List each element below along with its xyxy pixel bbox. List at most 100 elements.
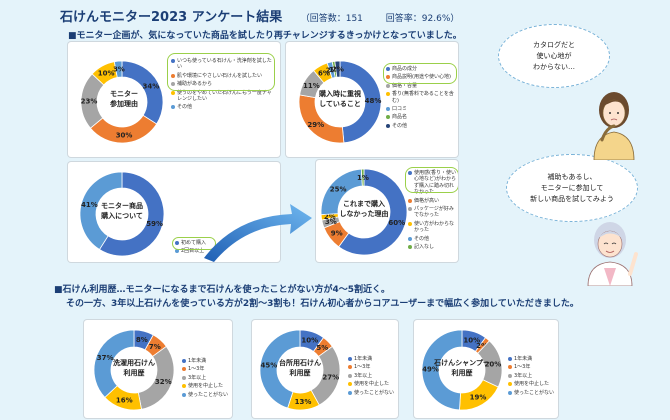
legend-swatch (182, 392, 186, 397)
legend-swatch (348, 373, 352, 378)
legend-swatch (182, 375, 186, 380)
slice-label: 6% (318, 70, 330, 78)
legend-item: 価格・容量 (386, 83, 456, 89)
legend-item: パッケージが好みでなかった (408, 206, 456, 219)
slice-label: 49% (422, 366, 439, 374)
legend-label: 3年以上 (188, 374, 207, 381)
legend-label: 商品名 (392, 114, 408, 121)
legend-item: 口コミ (386, 106, 456, 112)
legend-item: 使用を中止した (508, 381, 556, 387)
legend-swatch (386, 115, 390, 120)
slice-label: 2% (476, 342, 488, 350)
legend-swatch (171, 73, 175, 78)
legend-swatch (171, 90, 175, 95)
chart-not-purchased-reason: 60% 9% 3%2% 25% 1% これまで購入しなかった理由 (320, 168, 408, 256)
legend-item: 1～3年 (508, 364, 556, 370)
slice-label: 60% (388, 219, 405, 227)
legend-swatch (408, 245, 412, 250)
slice-label: 11% (303, 82, 320, 90)
pie-slice (93, 329, 135, 398)
chart-panel-participation-reason: 34% 30% 23% 10% 3% モニター参加理由 いつも使っている石けん・洗浄剤を試… (68, 42, 280, 157)
legend-item: 1年未満 (508, 356, 556, 362)
pie-slice (360, 168, 365, 187)
pointing-woman-illustration (587, 222, 638, 286)
chart-center-title: 石けんシャンプー利用歴 (433, 358, 490, 377)
legend-label: 商品の成分 (392, 66, 418, 72)
legend-label: 3年以上 (514, 372, 533, 379)
legend-label: 2回目以上 (181, 248, 205, 255)
pie-slice (334, 60, 341, 78)
response-count: （回答数：151 (300, 14, 363, 24)
slice-label: 34% (143, 83, 160, 91)
response-rate: 回答率：92.6%） (385, 14, 460, 24)
chart-panel-purchase-priority: 48% 29% 11% 6% 2% 1% 2% 購入時に重視していること 商品の成分 商品説明(… (286, 42, 458, 157)
speech-bubble-catalog: カタログだと 使い心地が わからない… (498, 24, 610, 88)
bubble-text: モニターに参加して (540, 183, 604, 192)
slice-label: 41% (81, 201, 98, 209)
legend-label: 肌や環境にやさしい石けんを試したい (177, 72, 263, 79)
slice-label: 13% (295, 398, 312, 406)
legend-label: 1～3年 (188, 366, 205, 373)
slice-label: 8% (136, 336, 148, 344)
highlight-ring (405, 167, 458, 193)
legend-swatch (182, 384, 186, 389)
slice-label: 37% (97, 354, 114, 362)
legend-label: 使うのをやめていた石けんにもう一度チャレンジしたい (177, 89, 272, 103)
chart-center-title: 台所用石けん利用歴 (279, 358, 321, 377)
chart-panel-not-purchased-reason: 60% 9% 3% 2% 25% 1% これまで購入しなかった理由 使用感(香り・使い心地な… (316, 160, 458, 262)
legend-item: 価格が高い (408, 198, 456, 204)
slice-label: 5% (316, 344, 328, 352)
legend-label: 3年以上 (354, 372, 373, 379)
chart-center-title: 購入時に重視していること (318, 89, 361, 108)
slice-label: 3% (325, 218, 337, 226)
chart-participation-reason: 34% 30% 23% 10%3% モニター参加理由 (80, 60, 164, 144)
chart-kitchen-soap: 10%5% 27% 13% 45% 台所用石けん利用歴 (259, 329, 341, 411)
legend-label: 使用を中止した (188, 383, 224, 390)
chart-purchase-priority: 48% 29% 11% 6%2%1%2% 購入時に重視していること (298, 60, 382, 144)
highlight-ring (172, 237, 216, 250)
legend-item: 肌や環境にやさしい石けんを試したい (171, 73, 275, 79)
slice-label: 19% (470, 394, 487, 402)
slice-label: 10% (463, 337, 480, 345)
bubble-text: 補助もあるし、 (547, 172, 597, 181)
legend-label: 1年未満 (354, 356, 373, 362)
legend-item: 記入なし (408, 244, 456, 250)
legend-swatch (508, 365, 512, 370)
survey-meta: （回答数：151 回答率：92.6%） (301, 14, 480, 24)
arrow-icon (204, 204, 312, 262)
pie-slice (98, 171, 165, 257)
legend-swatch (182, 367, 186, 372)
pie-slice (339, 60, 382, 144)
slice-label: 23% (81, 97, 98, 105)
legend-label: 商品説明(用途や使い心地) (392, 74, 451, 81)
slice-label: 9% (331, 230, 343, 238)
slice-label: 7% (149, 343, 161, 351)
legend-item: 1年未満 (182, 358, 230, 364)
legend-swatch (386, 83, 390, 88)
legend-label: いつも使っている石けん・洗浄剤を試したい (177, 58, 272, 71)
slice-label: 32% (155, 378, 172, 386)
legend-item: 香り(無香料であることを含む) (386, 91, 456, 104)
legend-swatch (408, 236, 412, 241)
legend-swatch (348, 357, 352, 361)
legend-label: 1年未満 (188, 358, 207, 364)
legend-swatch (386, 107, 390, 112)
legend-laundry-soap: 1年未満 1～3年 3年以上 使用を中止した 使ったことがない (182, 358, 230, 400)
legend-label: 1年未満 (514, 356, 533, 362)
section2-line1: ■石けん利用歴…モニターになるまで石けんを使ったことがない方が4～5割近く。 (54, 285, 391, 295)
legend-swatch (348, 382, 352, 387)
slice-label: 25% (330, 186, 347, 194)
chart-center-title: モニター参加理由 (110, 89, 138, 108)
legend-item: 使用を中止した (348, 381, 396, 387)
legend-item: 使うのをやめていた石けんにもう一度チャレンジしたい (171, 90, 275, 103)
legend-item: 1～3年 (182, 366, 230, 372)
legend-label: 使用を中止した (514, 381, 550, 388)
legend-label: 補助があるから (177, 81, 213, 88)
legend-label: 口コミ (392, 106, 408, 113)
legend-soap-shampoo: 1年未満 1～3年 3年以上 使用を中止した 使ったことがない (508, 356, 556, 398)
slice-label: 16% (116, 396, 133, 404)
legend-swatch (408, 198, 412, 203)
legend-swatch (348, 390, 352, 395)
legend-swatch (408, 207, 412, 212)
slice-label: 2% (332, 66, 344, 74)
